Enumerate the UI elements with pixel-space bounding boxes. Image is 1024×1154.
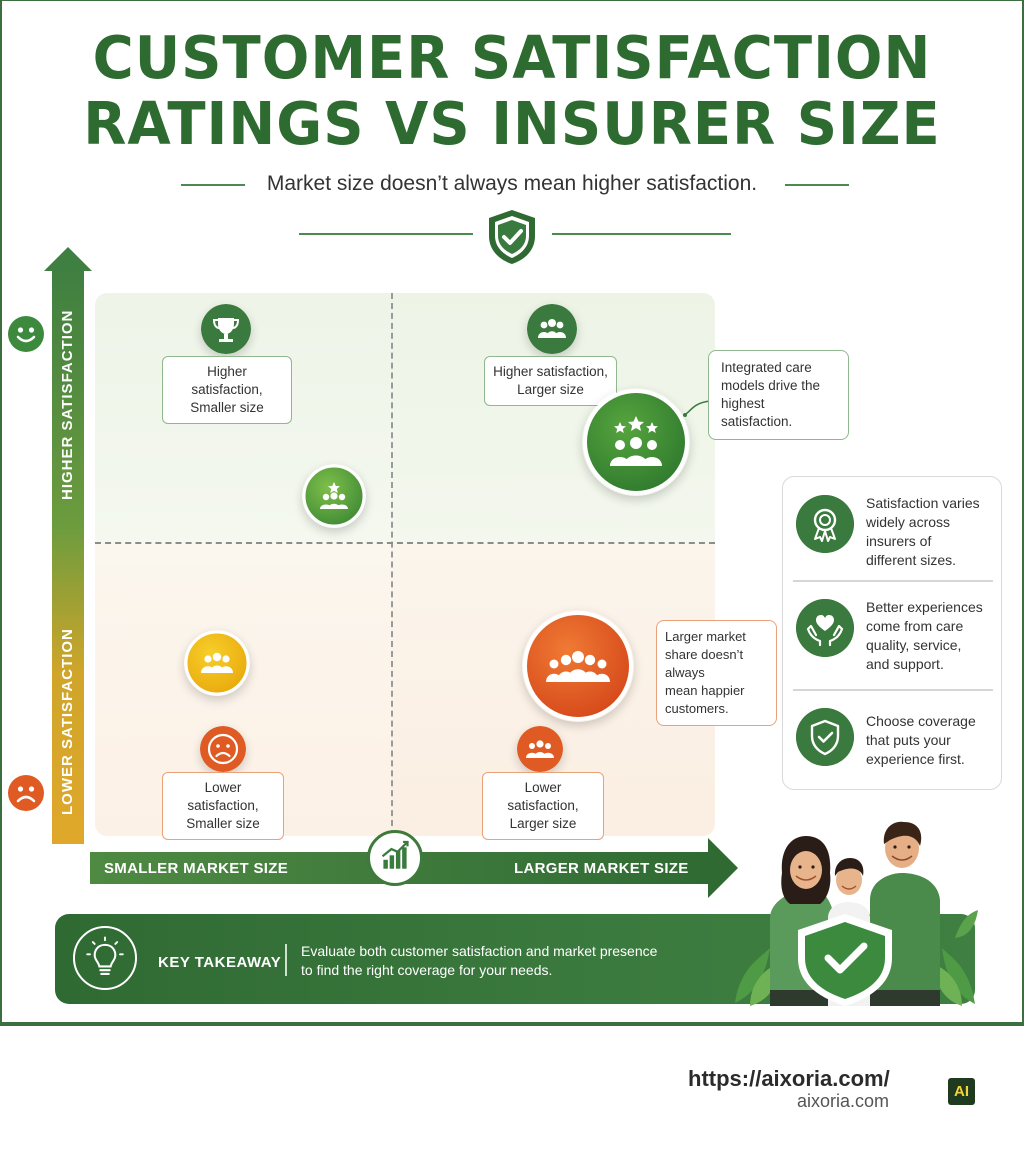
key-takeaway-title: KEY TAKEAWAY <box>158 954 282 971</box>
quadrant-label-bottom-right: Lower satisfaction, Larger size <box>482 772 604 840</box>
x-axis-label-large: LARGER MARKET SIZE <box>514 860 689 877</box>
key-takeaway-text: Evaluate both customer satisfaction and … <box>301 943 658 978</box>
integrated-care-bubble-icon <box>583 389 689 495</box>
team-star-bubble-icon <box>302 464 366 528</box>
y-axis-label-low: LOWER SATISFACTION <box>59 628 76 815</box>
y-axis-bar <box>52 270 84 844</box>
insight-text-experience: Better experiences come from care qualit… <box>866 599 983 672</box>
ai-logo: AI <box>948 1078 975 1105</box>
panel-divider <box>793 689 993 691</box>
heart-hands-icon <box>796 599 854 657</box>
frame-bottom-border <box>0 1022 1024 1026</box>
insight-text-coverage: Choose coverage that puts your experienc… <box>866 713 976 767</box>
sad-face-icon <box>8 775 44 811</box>
title-line-2: RATINGS VS INSURER SIZE <box>83 90 941 159</box>
shield-rule-left <box>299 233 473 235</box>
footer-url[interactable]: https://aixoria.com/ <box>688 1066 890 1091</box>
award-ribbon-icon <box>796 495 854 553</box>
large-market-bubble-icon <box>523 611 633 721</box>
happy-face-icon <box>8 316 44 352</box>
trophy-icon <box>201 304 251 354</box>
quadrant-label-top-right: Higher satisfaction, Larger size <box>484 356 617 406</box>
quadrant-label-bottom-left: Lower satisfaction, Smaller size <box>162 772 284 840</box>
subtitle-rule-right <box>785 184 849 186</box>
group-orange-icon <box>517 726 563 772</box>
takeaway-separator <box>285 944 287 976</box>
subtitle-rule-left <box>181 184 245 186</box>
family-illustration <box>735 821 978 1006</box>
quadrant-divider-horizontal <box>95 542 715 544</box>
group-yellow-bubble-icon <box>184 630 250 696</box>
insight-text-satisfaction: Satisfaction varies widely across insure… <box>866 495 980 568</box>
y-axis-arrow-head <box>44 247 92 271</box>
note-larger-market: Larger market share doesn’t always mean … <box>656 620 777 726</box>
insights-panel: Satisfaction varies widely across insure… <box>782 476 1002 790</box>
quadrant-divider-vertical <box>391 293 393 836</box>
quadrant-label-top-left: Higher satisfaction, Smaller size <box>162 356 292 424</box>
y-axis-label-high: HIGHER SATISFACTION <box>59 309 76 500</box>
x-axis-label-small: SMALLER MARKET SIZE <box>104 860 289 877</box>
lightbulb-icon <box>73 926 137 990</box>
panel-divider <box>793 580 993 582</box>
shield-rule-right <box>552 233 731 235</box>
shield-check-icon <box>489 210 535 264</box>
title-line-1: CUSTOMER SATISFACTION <box>92 24 932 93</box>
note-connector <box>683 400 711 417</box>
bar-chart-icon <box>367 830 423 886</box>
subtitle: Market size doesn’t always mean higher s… <box>266 172 758 195</box>
sad-face-bubble-icon <box>200 726 246 772</box>
x-axis-arrow-head <box>708 838 738 898</box>
group-icon <box>527 304 577 354</box>
shield-check-icon <box>796 708 854 766</box>
note-integrated-care: Integrated care models drive the highest… <box>708 350 849 440</box>
footer-domain: aixoria.com <box>797 1091 890 1111</box>
